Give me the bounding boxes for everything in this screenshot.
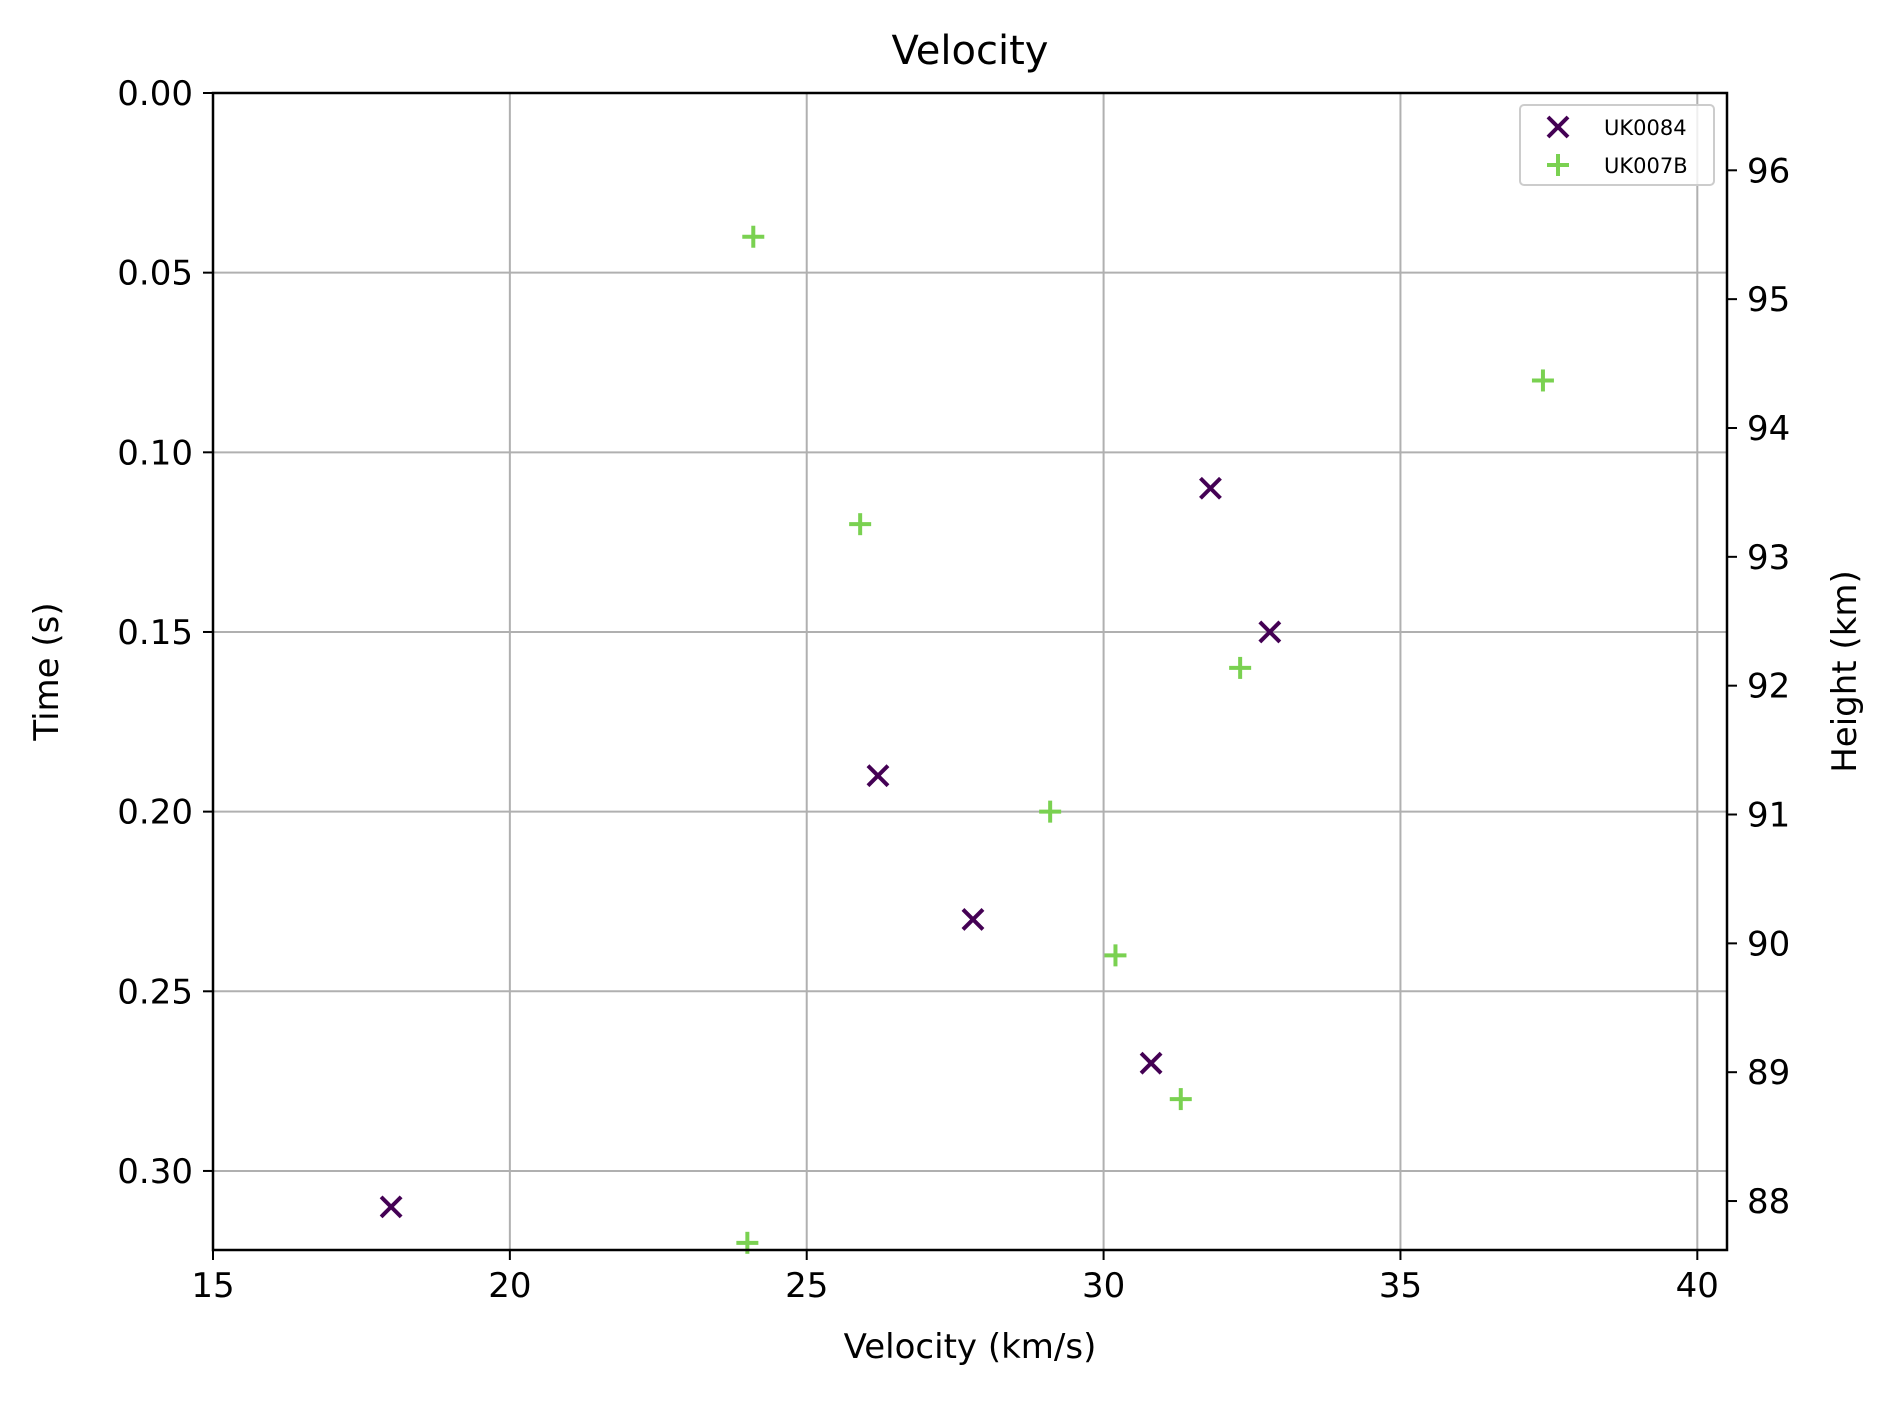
data-point xyxy=(961,908,985,931)
x-tick-label: 20 xyxy=(488,1266,531,1306)
y-tick-label: 0.20 xyxy=(117,793,193,833)
y2-tick-label: 95 xyxy=(1747,280,1790,320)
data-point xyxy=(1139,1051,1163,1075)
data-point xyxy=(1169,1088,1192,1111)
data-point xyxy=(742,225,765,248)
legend-marker xyxy=(1546,115,1570,139)
data-point xyxy=(1104,944,1127,967)
legend-label: UK007B xyxy=(1604,154,1688,178)
marker-stroke xyxy=(1546,115,1570,139)
y-tick-label: 0.00 xyxy=(117,74,193,114)
y2-tick-label: 91 xyxy=(1747,796,1790,836)
marker-stroke xyxy=(961,908,985,931)
x-tick-label: 30 xyxy=(1082,1266,1125,1306)
y2-tick-label: 89 xyxy=(1747,1053,1790,1093)
marker-stroke xyxy=(866,764,890,788)
legend: UK0084 UK007B xyxy=(1519,104,1715,186)
data-point xyxy=(1258,620,1282,644)
y-tick-label: 0.30 xyxy=(117,1152,193,1192)
data-point xyxy=(1531,369,1554,392)
y2-tick-label: 96 xyxy=(1747,151,1790,191)
y2-tick-label: 88 xyxy=(1747,1182,1790,1222)
y-tick-label: 0.25 xyxy=(117,972,193,1012)
y-tick-label: 0.10 xyxy=(117,433,193,473)
marker-stroke xyxy=(379,1195,403,1219)
x-tick-label: 15 xyxy=(191,1266,234,1306)
y2-tick-label: 93 xyxy=(1747,538,1790,578)
data-point xyxy=(849,513,872,536)
marker-stroke xyxy=(1258,620,1282,644)
y2-tick-label: 94 xyxy=(1747,409,1790,449)
y2-tick-label: 92 xyxy=(1747,667,1790,707)
x-tick-label: 35 xyxy=(1379,1266,1422,1306)
legend-marker xyxy=(1547,154,1569,176)
y2-axis-title: Height (km) xyxy=(1825,570,1865,773)
data-point xyxy=(379,1195,403,1219)
y2-tick-label: 90 xyxy=(1747,924,1790,964)
chart-title: Velocity xyxy=(892,28,1049,74)
data-point xyxy=(1039,800,1062,823)
data-point xyxy=(1229,656,1252,679)
marker-stroke xyxy=(1199,476,1222,500)
y-tick-label: 0.05 xyxy=(117,254,193,294)
x-axis-title: Velocity (km/s) xyxy=(844,1327,1097,1367)
data-points xyxy=(379,225,1554,1254)
y-axis-title: Time (s) xyxy=(27,602,67,741)
x-tick-label: 25 xyxy=(785,1266,828,1306)
y-tick-label: 0.15 xyxy=(117,613,193,653)
plot-frame xyxy=(211,91,1729,1252)
marker-stroke xyxy=(1139,1051,1163,1075)
series-uk0084 xyxy=(379,476,1282,1219)
grid xyxy=(212,92,1727,1250)
legend-label: UK0084 xyxy=(1604,116,1687,140)
data-point xyxy=(1199,476,1222,500)
axes: 15 20 25 30 35 40 0.00 0.05 0.10 0.15 0.20 0.25 0.30… xyxy=(117,74,1790,1306)
data-point xyxy=(866,764,890,788)
x-tick-label: 40 xyxy=(1676,1266,1719,1306)
